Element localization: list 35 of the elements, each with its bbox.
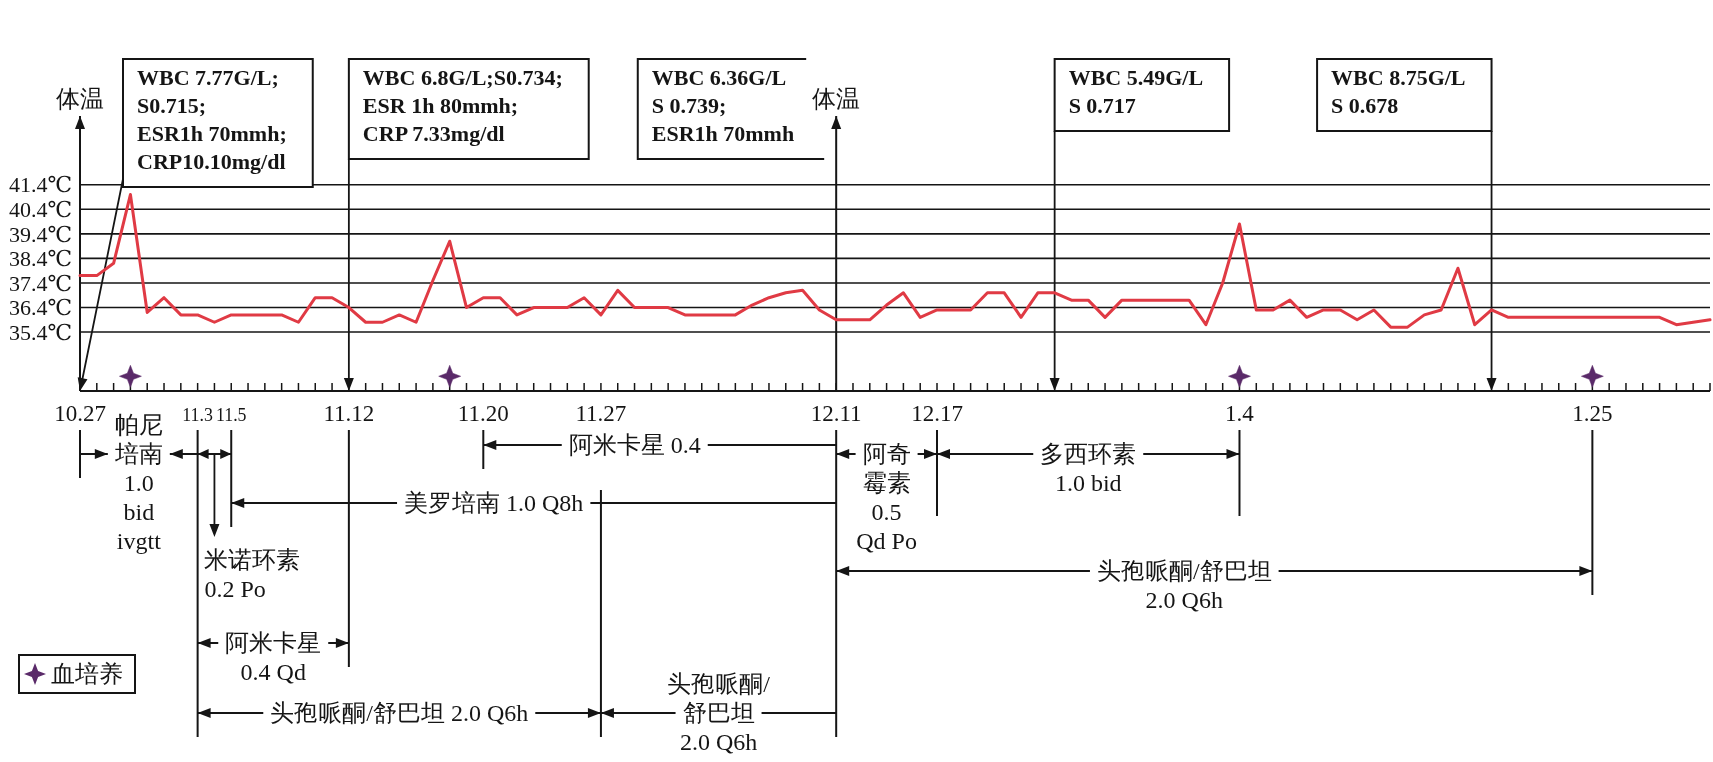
x-tick-label: 1.25 xyxy=(1572,401,1613,426)
text: 头孢哌酮/舒巴坦 2.0 Q6h xyxy=(270,700,529,727)
text: 阿奇霉素 0.5 Qd Po xyxy=(856,441,917,555)
y-tick-label: 37.4℃ xyxy=(8,270,72,296)
y-axis-title: 体温 xyxy=(56,86,104,112)
y-tick-label: 41.4℃ xyxy=(8,172,72,198)
x-tick-label: 10.27 xyxy=(54,401,106,426)
annotation: WBC 6.36G/L S 0.739; ESR1h 70mmh xyxy=(651,65,795,146)
text: 美罗培南 1.0 Q8h xyxy=(404,490,584,517)
text: 头孢哌酮/舒巴坦 2.0 Q6h xyxy=(1096,558,1272,614)
y-tick-label: 35.4℃ xyxy=(8,319,72,345)
annotation: WBC 7.77G/L; S0.715; ESR1h 70mmh; CRP10.10mg/dl xyxy=(137,65,287,174)
x-tick-label: 1.4 xyxy=(1225,401,1255,426)
text: 多西环素 1.0 bid xyxy=(1040,441,1137,497)
x-tick-label: 12.17 xyxy=(911,401,963,426)
x-tick-label: 11.5 xyxy=(215,405,247,425)
ref-line-label: 体温 xyxy=(812,86,861,112)
annotation: WBC 8.75G/L S 0.678 xyxy=(1331,65,1466,118)
annotation: WBC 5.49G/L S 0.717 xyxy=(1068,65,1204,118)
x-tick-label: 11.3 xyxy=(182,405,213,425)
x-tick-label: 11.20 xyxy=(457,401,509,426)
text: 阿米卡星 0.4 xyxy=(568,432,701,459)
x-tick-label: 11.27 xyxy=(575,401,627,426)
x-tick-label: 12.11 xyxy=(810,401,862,426)
annotation: WBC 6.8G/L;S0.734; ESR 1h 80mmh; CRP 7.33mg/dl xyxy=(362,65,563,146)
y-tick-label: 36.4℃ xyxy=(8,295,72,321)
text: 米诺环素 0.2 Po xyxy=(204,547,301,603)
y-tick-label: 38.4℃ xyxy=(8,246,72,272)
text: 阿米卡星 0.4 Qd xyxy=(225,630,322,686)
y-tick-label: 40.4℃ xyxy=(8,197,72,222)
legend-label: 血培养 xyxy=(51,661,123,688)
text: 头孢哌酮/舒巴坦 2.0 Q6h xyxy=(667,671,771,756)
y-tick-label: 39.4℃ xyxy=(8,221,72,247)
text: 帕尼培南 1.0 bid ivgtt xyxy=(113,412,163,555)
x-tick-label: 11.12 xyxy=(323,401,375,426)
